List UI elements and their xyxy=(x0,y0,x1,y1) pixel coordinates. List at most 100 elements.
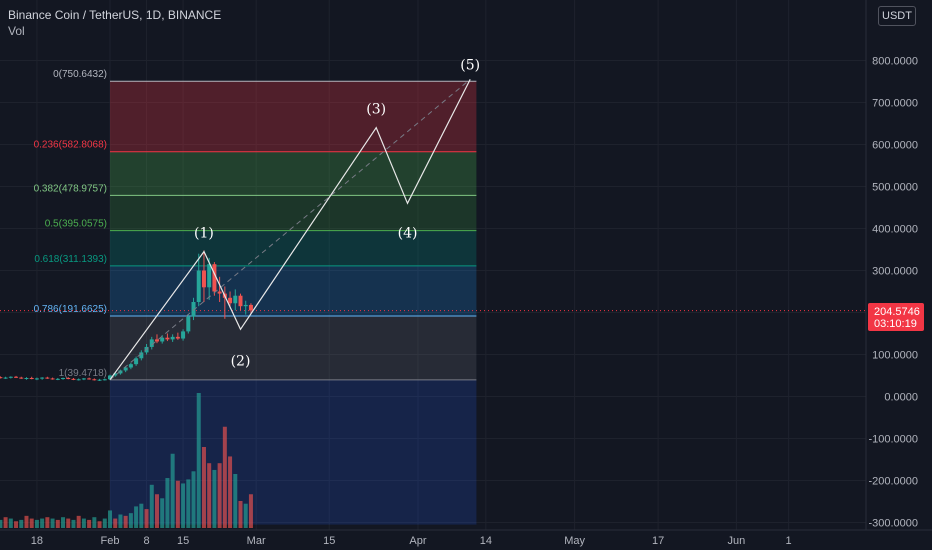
elliott-wave[interactable]: (1) (2) (3) (4) (5) xyxy=(109,57,480,381)
time-axis[interactable]: 18 Feb 8 15 Mar 15 Apr 14 May 17 Jun 1 xyxy=(0,529,932,550)
volume-bar xyxy=(238,501,243,528)
candle-body xyxy=(228,297,233,304)
volume-bar xyxy=(154,494,159,528)
volume-bar xyxy=(55,519,60,528)
volume-bar xyxy=(191,471,196,528)
candle-body xyxy=(3,377,8,379)
candle-body xyxy=(238,295,243,307)
candle-body xyxy=(50,378,55,380)
volume-bar xyxy=(34,519,39,528)
time-tick-label: 8 xyxy=(143,535,149,547)
candle-body xyxy=(154,339,159,342)
currency-button[interactable]: USDT xyxy=(878,6,916,26)
fib-levels[interactable]: 0(750.6432) 0.236(582.8068) 0.382(478.9757… xyxy=(0,69,866,381)
candle-body xyxy=(61,378,66,380)
candle-body xyxy=(87,378,92,380)
candle-body xyxy=(24,378,29,380)
fib-level-label: 0.5(395.0575) xyxy=(45,219,107,230)
candle-body xyxy=(139,352,144,359)
candle-body xyxy=(165,337,170,340)
candle-body xyxy=(248,304,253,311)
candle-body xyxy=(175,336,180,339)
volume-bar xyxy=(175,480,180,528)
candle-body xyxy=(212,264,217,292)
volume-bar xyxy=(228,456,233,528)
volume-bar xyxy=(144,509,149,528)
candle-body xyxy=(8,376,13,378)
candle-body xyxy=(66,378,71,380)
fib-zone xyxy=(110,230,477,266)
volume-bars xyxy=(0,393,253,528)
volume-bar xyxy=(76,515,81,528)
volume-bar xyxy=(24,515,29,528)
price-axis[interactable]: 800.0000 700.0000 600.0000 500.0000 400.0000… xyxy=(865,0,932,550)
grid-lines xyxy=(0,0,866,530)
time-tick-label: Apr xyxy=(409,535,426,547)
candle-body xyxy=(14,376,19,378)
candle-body xyxy=(233,295,238,304)
volume-bar xyxy=(102,518,107,528)
volume-indicator-label[interactable]: Vol xyxy=(8,24,25,38)
volume-bar xyxy=(165,478,170,528)
fib-zone xyxy=(110,151,477,196)
candle-body xyxy=(186,316,191,332)
volume-bar xyxy=(170,453,175,528)
candle-body xyxy=(207,264,212,288)
time-tick-label: 1 xyxy=(786,535,792,547)
volume-bar xyxy=(248,494,253,528)
candle-body xyxy=(55,378,60,380)
candle-body xyxy=(71,378,76,380)
volume-bar xyxy=(97,521,102,528)
candle-body xyxy=(19,377,24,379)
volume-bar xyxy=(19,519,24,528)
volume-bar xyxy=(207,463,212,528)
price-badge-bg xyxy=(868,303,924,331)
volume-bar xyxy=(8,518,13,528)
wave-label: (4) xyxy=(398,225,418,241)
candle-body xyxy=(170,336,175,340)
candle-body xyxy=(29,378,34,380)
volume-bar xyxy=(3,517,8,528)
candle-body xyxy=(102,379,107,381)
time-tick-label: Mar xyxy=(247,535,266,547)
wave-path[interactable] xyxy=(109,79,471,381)
time-tick-label: Feb xyxy=(101,535,120,547)
fib-level-label: 0.618(311.1393) xyxy=(34,254,107,265)
candle-body xyxy=(97,379,102,381)
price-tick-label: -200.0000 xyxy=(868,476,918,488)
volume-bar xyxy=(160,498,165,528)
candle-body xyxy=(196,270,201,302)
volume-bar xyxy=(217,463,222,528)
fib-level-label: 0.786(191.6625) xyxy=(34,304,107,315)
volume-bar xyxy=(113,518,118,528)
volume-bar xyxy=(186,479,191,528)
volume-bar xyxy=(233,474,238,528)
fib-level-label: 0.236(582.8068) xyxy=(34,140,107,151)
candle-body xyxy=(45,377,50,379)
candle-body xyxy=(201,270,206,288)
time-tick-label: May xyxy=(564,535,585,547)
price-axis-bg xyxy=(866,0,932,550)
candle-body xyxy=(92,379,97,381)
fib-level-label: 1(39.4718) xyxy=(59,368,107,379)
price-badge-countdown: 03:10:19 xyxy=(874,318,917,330)
candle-body xyxy=(217,291,222,294)
time-tick-label: 15 xyxy=(177,535,189,547)
candle-body xyxy=(134,358,139,365)
fib-level-label: 0(750.6432) xyxy=(53,69,107,80)
candle-body xyxy=(76,379,81,381)
volume-bar xyxy=(50,518,55,528)
volume-bar xyxy=(139,503,144,528)
trend-dashed-line[interactable] xyxy=(109,79,471,381)
symbol-title: Binance Coin / TetherUS, 1D, BINANCE xyxy=(8,8,222,22)
volume-bar xyxy=(40,518,45,528)
candle-body xyxy=(40,377,45,379)
time-tick-label: 18 xyxy=(31,535,43,547)
time-tick-label: 17 xyxy=(652,535,664,547)
time-tick-label: Jun xyxy=(728,535,746,547)
candle-body xyxy=(0,377,3,379)
price-badge: 204.5746 03:10:19 xyxy=(868,303,924,331)
volume-bar xyxy=(181,483,186,528)
